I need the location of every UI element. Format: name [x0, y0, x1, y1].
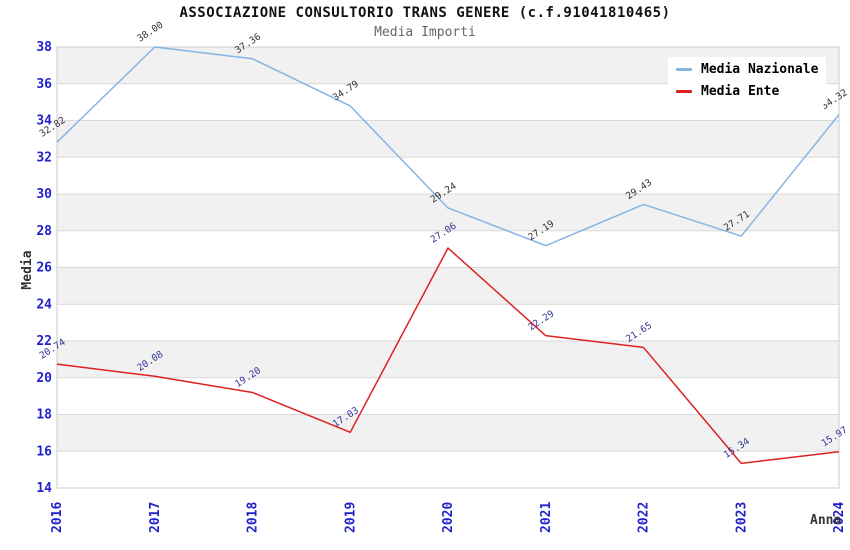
svg-text:38: 38 — [36, 40, 52, 55]
svg-text:2020: 2020 — [441, 502, 456, 533]
svg-text:20: 20 — [36, 371, 52, 386]
x-axis-title: Anno — [810, 513, 842, 528]
svg-text:16: 16 — [36, 444, 52, 459]
chart-subtitle: Media Importi — [374, 25, 476, 40]
svg-text:18: 18 — [36, 408, 52, 423]
svg-text:2017: 2017 — [148, 502, 163, 533]
chart-title: ASSOCIAZIONE CONSULTORIO TRANS GENERE (c… — [179, 5, 671, 21]
legend-swatch-media-nazionale-icon — [676, 68, 692, 71]
legend: Media Nazionale Media Ente — [668, 57, 827, 104]
svg-text:24: 24 — [36, 297, 52, 312]
legend-swatch-media-ente-icon — [676, 90, 692, 93]
svg-text:36: 36 — [36, 77, 52, 92]
svg-text:34: 34 — [36, 114, 52, 129]
legend-item-media-nazionale: Media Nazionale — [676, 62, 818, 77]
svg-text:32: 32 — [36, 150, 52, 165]
svg-text:2021: 2021 — [539, 502, 554, 533]
y-axis-title: Media — [20, 250, 35, 290]
svg-text:26: 26 — [36, 261, 52, 276]
legend-label-media-ente: Media Ente — [701, 84, 780, 99]
svg-text:28: 28 — [36, 224, 52, 239]
svg-text:2022: 2022 — [637, 502, 652, 533]
svg-text:22: 22 — [36, 334, 52, 349]
svg-text:2024: 2024 — [832, 502, 847, 533]
svg-text:2018: 2018 — [246, 502, 261, 533]
svg-text:2016: 2016 — [50, 502, 65, 533]
legend-label-media-nazionale: Media Nazionale — [701, 62, 819, 77]
svg-text:14: 14 — [36, 481, 52, 496]
svg-text:2023: 2023 — [734, 502, 749, 533]
svg-text:30: 30 — [36, 187, 52, 202]
svg-text:2019: 2019 — [343, 502, 358, 533]
legend-item-media-ente: Media Ente — [676, 84, 818, 99]
